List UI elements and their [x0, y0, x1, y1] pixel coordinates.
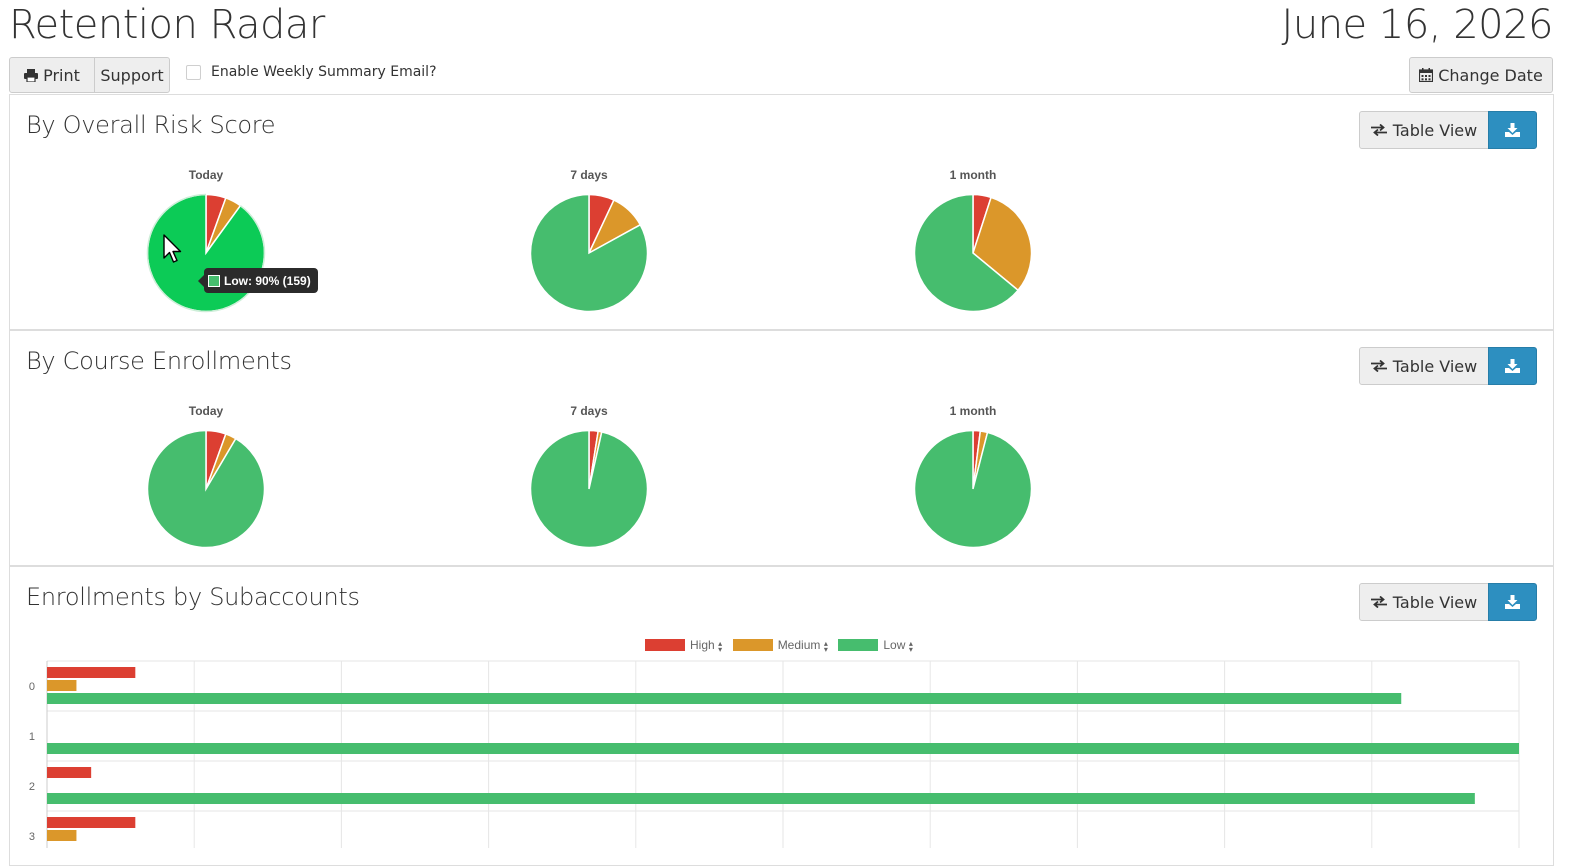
legend-swatch	[838, 639, 879, 651]
legend-label: Medium	[777, 638, 821, 652]
pie-label-today: Today	[188, 168, 224, 182]
change-date-button[interactable]: Change Date	[1409, 57, 1553, 93]
pie-chart-risk-1-month[interactable]	[913, 193, 1033, 313]
download-button[interactable]	[1488, 583, 1537, 621]
mouse-cursor-icon	[163, 234, 182, 263]
sort-icon: ▴▾	[715, 639, 725, 651]
y-tick-label: 1	[29, 731, 35, 743]
table-view-label: Table View	[1392, 120, 1478, 140]
bar-medium[interactable]	[47, 830, 77, 841]
current-date: June 16, 2026	[1281, 2, 1554, 48]
exchange-icon	[1370, 124, 1387, 136]
bar-high[interactable]	[47, 667, 136, 678]
tooltip-text: Low: 90% (159)	[224, 273, 311, 288]
bar-low[interactable]	[47, 693, 1402, 704]
legend-item-high[interactable]: High ▴▾	[645, 638, 725, 652]
bar-high[interactable]	[47, 767, 92, 778]
pie-label-7-days: 7 days	[570, 404, 608, 418]
legend-label: High	[690, 638, 715, 652]
y-tick-label: 2	[29, 781, 35, 793]
table-view-button[interactable]: Table View	[1359, 111, 1489, 149]
print-icon	[24, 68, 39, 82]
weekly-email-label: Enable Weekly Summary Email?	[211, 64, 437, 80]
sort-icon: ▴▾	[906, 639, 916, 651]
calendar-icon	[1419, 68, 1434, 82]
chart-legend: High ▴▾ Medium ▴▾ Low ▴▾	[645, 638, 923, 652]
pie-slice-medium[interactable]	[972, 196, 1033, 292]
panel-subaccounts: Enrollments by Subaccounts Table View	[9, 566, 1554, 866]
pie-slice-low[interactable]	[146, 429, 266, 549]
pie-slice-low[interactable]	[529, 429, 649, 549]
pie-label-7-days: 7 days	[570, 168, 608, 182]
download-icon	[1505, 123, 1520, 137]
pie-chart-enroll-7-days[interactable]	[529, 429, 649, 549]
pie-tooltip: Low: 90% (159)	[198, 268, 318, 293]
legend-swatch	[732, 639, 773, 651]
pie-slice-low[interactable]	[913, 429, 1033, 549]
table-view-label: Table View	[1392, 592, 1478, 612]
tooltip-swatch	[208, 274, 220, 287]
y-tick-label: 0	[29, 681, 35, 693]
legend-label: Low	[883, 638, 906, 652]
bar-high[interactable]	[47, 817, 136, 828]
bar-low[interactable]	[47, 793, 1475, 804]
panel-title: By Overall Risk Score	[26, 111, 276, 139]
table-view-label: Table View	[1392, 356, 1478, 376]
legend-item-low[interactable]: Low ▴▾	[838, 638, 916, 652]
pie-chart-enroll-today[interactable]	[146, 429, 266, 549]
weekly-email-option[interactable]: Enable Weekly Summary Email?	[186, 64, 437, 80]
exchange-icon	[1370, 596, 1387, 608]
y-tick-label: 3	[29, 831, 35, 843]
pie-hover-ring	[146, 193, 266, 313]
change-date-label: Change Date	[1438, 65, 1543, 85]
download-icon	[1505, 359, 1520, 373]
legend-item-medium[interactable]: Medium ▴▾	[732, 638, 831, 652]
panel-title: Enrollments by Subaccounts	[26, 583, 360, 611]
panel-title: By Course Enrollments	[26, 347, 292, 375]
download-icon	[1505, 595, 1520, 609]
sort-icon: ▴▾	[821, 639, 831, 651]
table-view-button[interactable]: Table View	[1359, 347, 1489, 385]
exchange-icon	[1370, 360, 1387, 372]
pie-label-1-month: 1 month	[949, 168, 997, 182]
print-label: Print	[43, 65, 80, 85]
pie-chart-risk-7-days[interactable]	[529, 193, 649, 313]
print-button[interactable]: Print	[9, 57, 95, 93]
download-button[interactable]	[1488, 347, 1537, 385]
pie-label-1-month: 1 month	[949, 404, 997, 418]
table-view-button[interactable]: Table View	[1359, 583, 1489, 621]
support-label: Support	[100, 65, 164, 85]
bar-medium[interactable]	[47, 680, 77, 691]
panel-course-enrollments: By Course Enrollments Table View	[9, 330, 1554, 566]
legend-swatch	[645, 639, 685, 651]
pie-slice-low[interactable]	[529, 193, 649, 313]
weekly-email-checkbox[interactable]	[186, 64, 201, 80]
pie-label-today: Today	[188, 404, 224, 418]
support-button[interactable]: Support	[94, 57, 170, 93]
download-button[interactable]	[1488, 111, 1537, 149]
subaccounts-bar-chart: 0 1 2 3	[29, 660, 1520, 848]
pie-slice-low[interactable]	[913, 193, 1020, 313]
page-title: Retention Radar	[9, 2, 325, 48]
pie-chart-enroll-1-month[interactable]	[913, 429, 1033, 549]
bar-low[interactable]	[47, 743, 1519, 754]
